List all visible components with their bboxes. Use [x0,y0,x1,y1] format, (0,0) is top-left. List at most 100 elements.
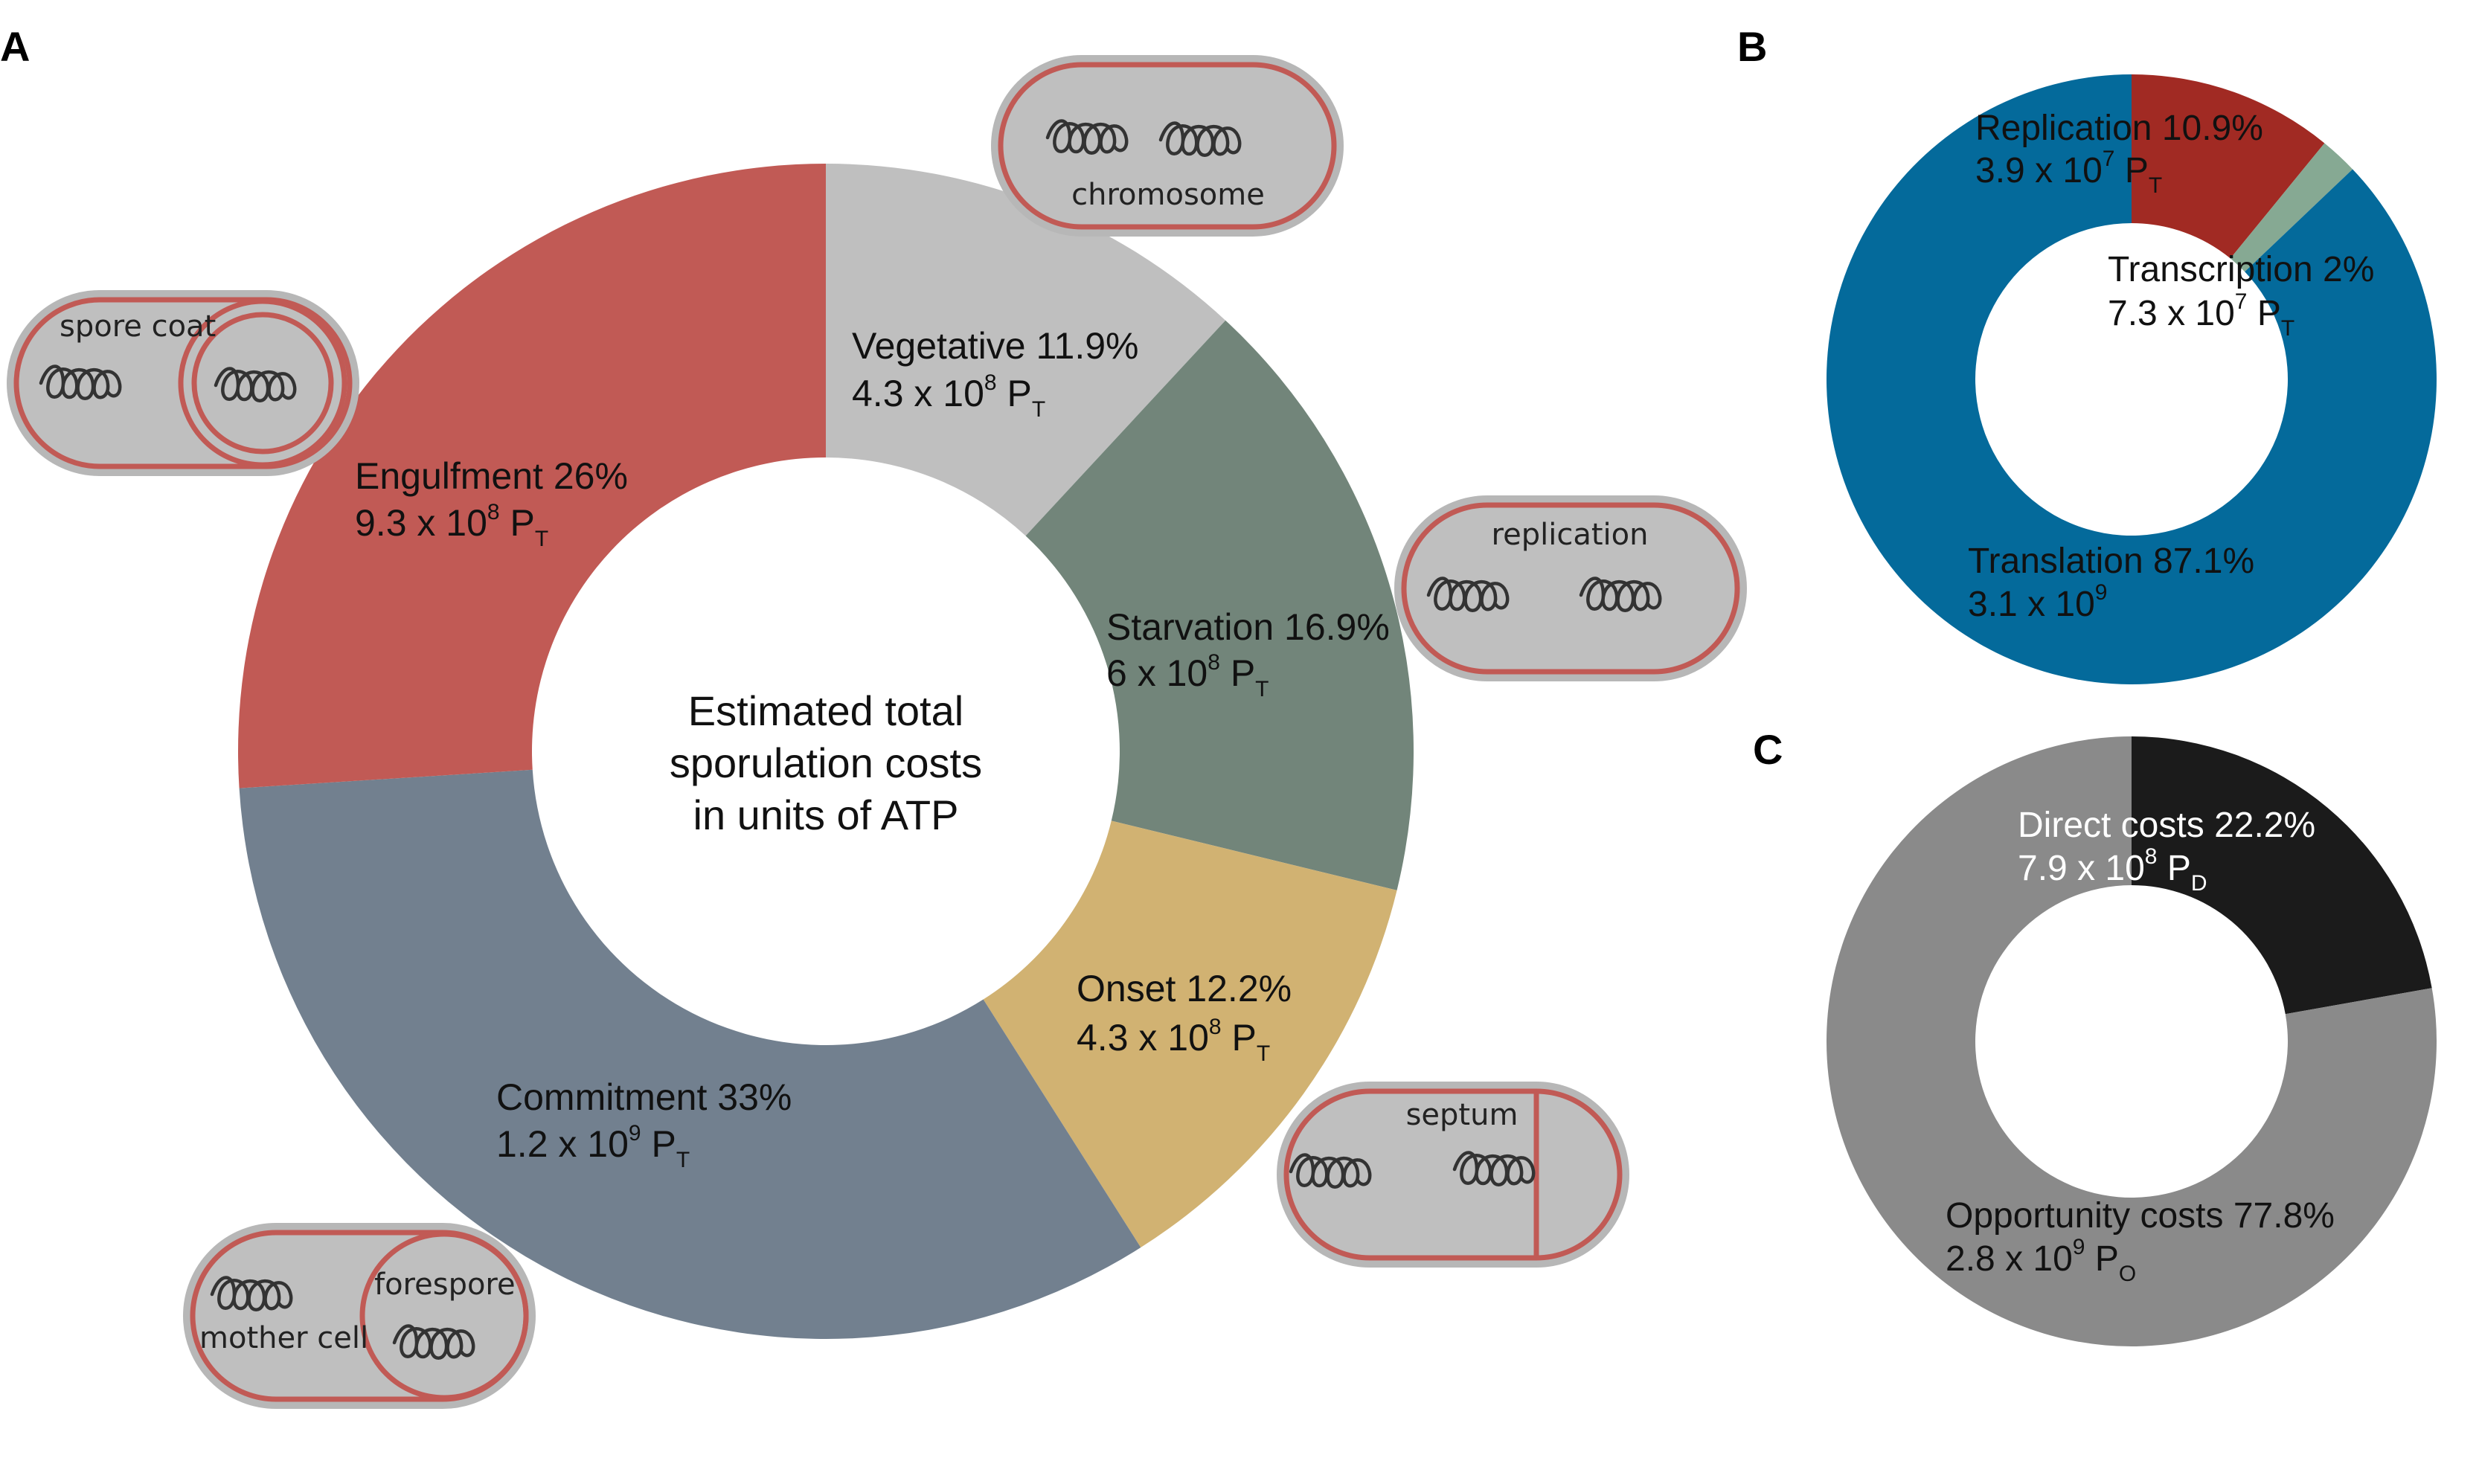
svg-text:Onset 12.2%: Onset 12.2% [1077,968,1292,1009]
svg-text:Opportunity costs 77.8%: Opportunity costs 77.8% [1946,1196,2335,1236]
svg-text:Replication 10.9%: Replication 10.9% [1975,109,2263,148]
label-starvation-exp: 8 [1208,650,1220,675]
label-replication-b-name: Replication [1975,109,2152,148]
label-commitment-exp: 9 [629,1121,641,1146]
label-onset-name: Onset [1077,968,1176,1009]
label-direct-costs: Direct costs 22.2% 7.9 x 108 PD [2018,806,2315,896]
label-vegetative: Vegetative 11.9% 4.3 x 108 PT [852,325,1139,422]
label-transcription-b-pct: 2 [2323,250,2343,289]
label-replication-b-pct: 10.9 [2162,109,2231,148]
label-engulfment-unit: P [510,502,535,544]
svg-text:3.9 x 107 PT: 3.9 x 107 PT [1975,147,2162,198]
label-transcription-b-exp: 7 [2235,289,2248,314]
slice-direct-costs [2132,736,2432,1015]
label-translation-b: Translation 87.1% 3.1 x 109 [1968,542,2254,624]
label-commitment-pct: 33 [717,1076,759,1118]
cell-mother-cell-label: mother cell [199,1321,368,1355]
label-starvation-name: Starvation [1106,606,1274,648]
cell-replication-label: replication [1492,518,1649,552]
label-replication-b-unit: P [2125,151,2149,190]
slice-translation [1826,74,2437,685]
label-vegetative-exp: 8 [984,370,997,395]
center-line-1: Estimated total [688,687,963,734]
label-commitment: Commitment 33% 1.2 x 109 PT [496,1076,792,1172]
panel-letter-a: A [0,23,30,70]
label-replication-b-exp: 7 [2103,147,2115,171]
label-direct-exp: 8 [2145,844,2158,869]
donut-b [1826,74,2437,685]
label-transcription-b-value: 7.3 x 10 [2108,294,2235,333]
svg-text:4.3 x 108 PT: 4.3 x 108 PT [852,370,1045,422]
center-line-3: in units of ATP [693,791,959,838]
label-transcription-b-name: Transcription [2108,250,2313,289]
label-opportunity-name: Opportunity costs [1946,1196,2224,1236]
label-vegetative-unit: P [1007,373,1032,414]
label-commitment-name: Commitment [496,1076,707,1118]
label-opportunity-sub: O [2119,1262,2136,1286]
svg-text:1.2 x 109 PT: 1.2 x 109 PT [496,1121,690,1172]
slice-commitment [239,769,1141,1339]
label-starvation-pct: 16.9 [1284,606,1356,648]
cell-forespore-label: forespore [374,1268,516,1302]
label-direct-pct: 22.2 [2214,806,2283,845]
label-starvation-unit: P [1231,652,1255,694]
svg-text:Starvation 16.9%: Starvation 16.9% [1106,606,1390,648]
slice-transcription [2230,143,2353,272]
label-commitment-unit: P [652,1123,676,1165]
slice-starvation [1025,320,1414,890]
cell-chromosome: chromosome [991,55,1344,237]
label-transcription-b-sub: T [2281,316,2294,341]
slice-opportunity-costs [1827,736,2437,1346]
label-translation-b-exp: 9 [2095,580,2108,605]
panel-letter-b: B [1737,23,1767,70]
label-starvation-sub: T [1255,677,1269,701]
label-opportunity-unit: P [2095,1239,2119,1279]
slice-replication [2132,74,2325,259]
label-commitment-value: 1.2 x 10 [496,1123,629,1165]
svg-text:Transcription 2%: Transcription 2% [2108,250,2374,289]
svg-text:2.8 x 109 PO: 2.8 x 109 PO [1946,1235,2136,1286]
label-engulfment-sub: T [535,527,548,551]
label-opportunity-exp: 9 [2073,1235,2085,1259]
label-translation-b-pct: 87.1 [2153,542,2222,581]
label-onset: Onset 12.2% 4.3 x 108 PT [1077,968,1292,1066]
label-vegetative-name: Vegetative [852,325,1026,367]
label-starvation-value: 6 x 10 [1106,652,1208,694]
label-vegetative-sub: T [1032,397,1045,422]
svg-text:Translation 87.1%: Translation 87.1% [1968,542,2254,581]
label-transcription-b: Transcription 2% 7.3 x 107 PT [2108,250,2374,341]
label-direct-sub: D [2191,871,2207,896]
label-direct-value: 7.9 x 10 [2018,849,2145,888]
svg-text:Engulfment 26%: Engulfment 26% [355,455,628,497]
label-vegetative-pct: 11.9 [1036,325,1106,367]
slice-onset [983,820,1397,1248]
cell-spore-coat-label: spore coat [60,309,216,344]
svg-text:7.9 x 108 PD: 7.9 x 108 PD [2018,844,2207,896]
svg-text:3.1 x 109: 3.1 x 109 [1968,580,2107,624]
label-opportunity-costs: Opportunity costs 77.8% 2.8 x 109 PO [1946,1196,2335,1286]
label-translation-b-value: 3.1 x 10 [1968,585,2095,624]
svg-text:7.3 x 107 PT: 7.3 x 107 PT [2108,289,2294,341]
slice-vegetative [826,164,1226,536]
svg-text:Direct costs 22.2%: Direct costs 22.2% [2018,806,2315,845]
label-direct-name: Direct costs [2018,806,2204,845]
label-engulfment-pct: 26 [554,455,595,497]
cell-septum: septum [1277,1082,1629,1268]
svg-text:Commitment 33%: Commitment 33% [496,1076,792,1118]
label-vegetative-value: 4.3 x 10 [852,373,984,414]
svg-text:4.3 x 108 PT: 4.3 x 108 PT [1077,1015,1270,1066]
center-line-2: sporulation costs [670,739,982,786]
cell-spore-coat: spore coat [7,290,359,476]
label-replication-b-value: 3.9 x 10 [1975,151,2103,190]
label-transcription-b-unit: P [2257,294,2281,333]
svg-text:9.3 x 108 PT: 9.3 x 108 PT [355,500,548,551]
label-onset-sub: T [1257,1041,1270,1066]
cell-chromosome-label: chromosome [1071,178,1265,212]
label-onset-value: 4.3 x 10 [1077,1017,1209,1059]
panel-letter-c: C [1753,726,1783,773]
label-onset-exp: 8 [1209,1015,1222,1039]
label-commitment-sub: T [676,1148,690,1172]
label-opportunity-value: 2.8 x 10 [1946,1239,2073,1279]
label-engulfment-value: 9.3 x 10 [355,502,487,544]
